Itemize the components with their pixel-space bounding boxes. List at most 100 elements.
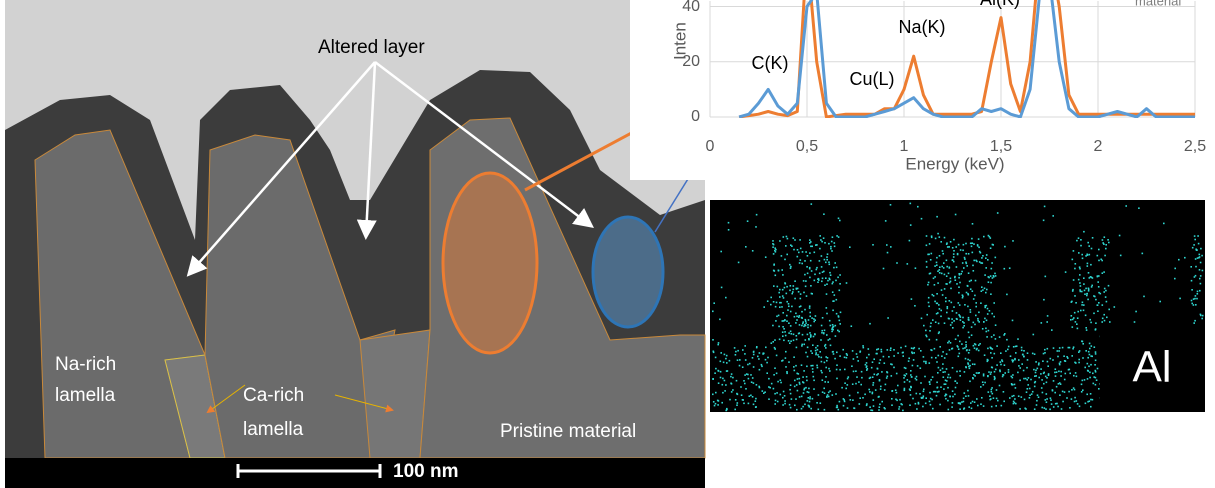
map-dot	[824, 284, 826, 286]
map-dot	[776, 302, 778, 304]
x-axis-label: Energy (keV)	[905, 154, 1004, 173]
map-dot	[768, 398, 770, 400]
map-dot	[834, 242, 836, 244]
map-dot	[975, 306, 977, 308]
map-dot	[978, 238, 980, 240]
map-dot	[1023, 378, 1025, 380]
map-dot	[729, 360, 731, 362]
map-dot	[836, 405, 838, 407]
map-dot	[1034, 375, 1036, 377]
map-dot	[975, 260, 977, 262]
map-dot	[1075, 321, 1077, 323]
map-dot	[1191, 300, 1193, 302]
map-dot	[753, 404, 755, 406]
map-dot	[730, 376, 732, 378]
map-dot	[782, 404, 784, 406]
map-dot	[833, 326, 835, 328]
map-dot	[847, 378, 849, 380]
map-dot	[1027, 359, 1029, 361]
map-dot	[968, 406, 970, 408]
map-dot	[988, 391, 990, 393]
map-dot	[720, 371, 722, 373]
map-dot	[967, 362, 969, 364]
map-dot	[1091, 286, 1093, 288]
map-dot	[939, 269, 941, 271]
map-dot	[1046, 377, 1048, 379]
map-dot	[807, 334, 809, 336]
map-dot	[939, 255, 941, 257]
map-dot	[1036, 404, 1038, 406]
map-dot	[975, 302, 977, 304]
map-dot	[982, 255, 984, 257]
map-dot	[770, 297, 772, 299]
map-dot	[884, 362, 886, 364]
map-dot	[959, 408, 961, 410]
map-dot	[912, 365, 914, 367]
map-dot	[785, 357, 787, 359]
map-dot	[794, 280, 796, 282]
map-dot	[804, 274, 806, 276]
map-dot	[786, 320, 788, 322]
map-dot	[951, 322, 953, 324]
map-dot	[1109, 321, 1111, 323]
map-dot	[988, 277, 990, 279]
map-dot	[866, 403, 868, 405]
map-dot	[1074, 362, 1076, 364]
map-dot	[962, 250, 964, 252]
scale-label: 100 nm	[393, 461, 458, 482]
map-dot	[810, 325, 812, 327]
map-dot	[1052, 215, 1054, 217]
map-dot	[1077, 328, 1079, 330]
map-dot	[987, 375, 989, 377]
map-dot	[1090, 322, 1092, 324]
map-dot	[786, 373, 788, 375]
map-dot	[1012, 374, 1014, 376]
map-dot	[974, 364, 976, 366]
map-dot	[803, 344, 805, 346]
map-dot	[784, 331, 786, 333]
map-dot	[755, 400, 757, 402]
map-dot	[993, 302, 995, 304]
map-dot	[798, 373, 800, 375]
map-dot	[886, 371, 888, 373]
map-dot	[1102, 318, 1104, 320]
map-dot	[1000, 361, 1002, 363]
map-dot	[818, 279, 820, 281]
map-dot	[804, 309, 806, 311]
map-dot	[920, 382, 922, 384]
map-dot	[784, 395, 786, 397]
map-dot	[835, 335, 837, 337]
map-dot	[991, 262, 993, 264]
map-dot	[806, 366, 808, 368]
map-dot	[988, 281, 990, 283]
map-dot	[829, 264, 831, 266]
map-dot	[847, 407, 849, 409]
map-dot	[838, 218, 840, 220]
map-dot	[790, 244, 792, 246]
map-dot	[1079, 268, 1081, 270]
map-dot	[1059, 394, 1061, 396]
map-dot	[840, 312, 842, 314]
map-dot	[1201, 318, 1203, 320]
map-dot	[890, 246, 892, 248]
map-dot	[921, 397, 923, 399]
map-dot	[938, 304, 940, 306]
map-dot	[932, 376, 934, 378]
map-dot	[873, 358, 875, 360]
map-dot	[1100, 259, 1102, 261]
map-dot	[1056, 403, 1058, 405]
map-dot	[991, 336, 993, 338]
map-dot	[914, 347, 916, 349]
map-dot	[829, 279, 831, 281]
map-dot	[1102, 239, 1104, 241]
map-dot	[1200, 275, 1202, 277]
map-dot	[925, 330, 927, 332]
map-dot	[1082, 380, 1084, 382]
map-dot	[936, 395, 938, 397]
map-dot	[778, 315, 780, 317]
map-dot	[774, 250, 776, 252]
map-dot	[859, 403, 861, 405]
map-dot	[1087, 265, 1089, 267]
map-dot	[823, 271, 825, 273]
map-dot	[1085, 403, 1087, 405]
